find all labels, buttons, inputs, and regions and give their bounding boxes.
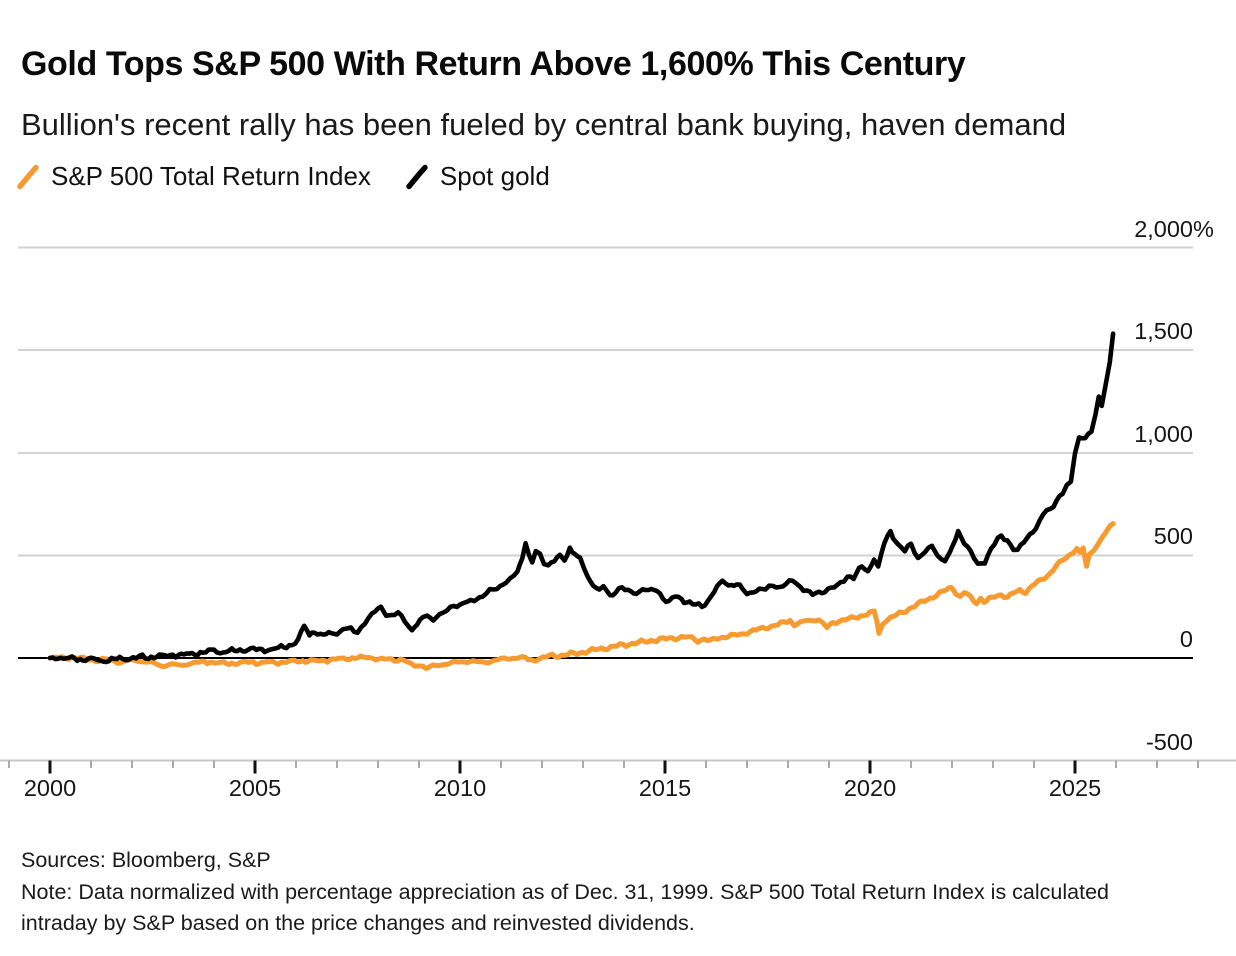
y-axis-unit-suffix: % — [1193, 215, 1214, 242]
x-axis-tick-label: 2020 — [843, 775, 897, 801]
legend-item-sp500: S&P 500 Total Return Index — [16, 161, 371, 192]
spot-gold-line — [47, 331, 1116, 665]
page-title: Gold Tops S&P 500 With Return Above 1,60… — [21, 44, 966, 83]
x-axis-tick-label: 2025 — [1048, 775, 1102, 801]
y-axis-tick-label: 1,500 — [1134, 318, 1193, 345]
x-axis-tick-label: 2000 — [23, 775, 77, 801]
legend-label-sp500: S&P 500 Total Return Index — [51, 161, 371, 191]
sp500-slash-icon — [17, 164, 39, 189]
y-axis-tick-label: 1,000 — [1134, 420, 1193, 447]
y-axis-tick-label: 2,000% — [1134, 215, 1214, 242]
y-axis-tick-label: 500 — [1153, 523, 1193, 550]
sp500-total-return-line — [47, 521, 1116, 671]
legend-item-gold: Spot gold — [405, 161, 550, 192]
y-axis-tick-label: 0 — [1179, 626, 1193, 652]
x-axis-tick-label: 2010 — [433, 775, 487, 801]
legend: S&P 500 Total Return Index Spot gold — [16, 161, 550, 192]
sources-text: Sources: Bloomberg, S&P — [21, 848, 271, 872]
x-axis-tick-label: 2015 — [638, 775, 692, 801]
legend-label-gold: Spot gold — [439, 161, 550, 191]
gold-slash-icon — [406, 164, 428, 189]
note-text: Note: Data normalized with percentage ap… — [21, 879, 1109, 936]
x-axis-tick-label: 2005 — [228, 775, 282, 801]
page-subtitle: Bullion's recent rally has been fueled b… — [21, 107, 1067, 142]
footer: Sources: Bloomberg, S&P Note: Data norma… — [21, 845, 1146, 940]
y-axis-tick-label: -500 — [1145, 728, 1193, 755]
